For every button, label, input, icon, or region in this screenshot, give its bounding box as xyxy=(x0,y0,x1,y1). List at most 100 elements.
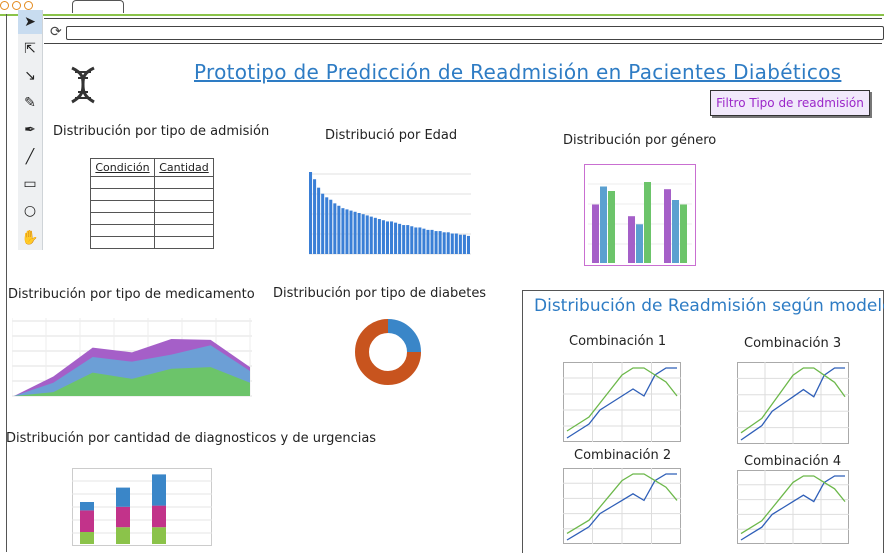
admission-table: Condición Cantidad xyxy=(90,158,215,249)
bar xyxy=(333,203,337,254)
bar xyxy=(357,213,361,254)
bar xyxy=(628,216,635,263)
bar xyxy=(466,235,470,254)
hand-icon[interactable]: ✋ xyxy=(21,230,39,246)
table-row[interactable] xyxy=(90,188,215,201)
pen-select-icon[interactable]: ↘ xyxy=(24,68,36,84)
window-close-icon[interactable] xyxy=(0,1,9,10)
browser-address-bar xyxy=(44,18,882,44)
combination-1-label: Combinación 1 xyxy=(569,334,667,349)
pencil-icon[interactable]: ✎ xyxy=(24,95,36,111)
bar-segment xyxy=(152,505,166,528)
rectangle-icon[interactable]: ▭ xyxy=(23,176,37,192)
bar xyxy=(672,200,679,263)
column-header-condicion[interactable]: Condición xyxy=(90,158,155,177)
bar xyxy=(369,216,373,254)
combination-3-line-chart xyxy=(737,362,849,444)
bar-segment xyxy=(116,527,130,544)
model-panel-title: Distribución de Readmisión según modelo xyxy=(534,296,884,316)
combination-2-line-chart xyxy=(563,468,681,544)
age-bar-chart xyxy=(309,172,471,255)
window-maximize-icon[interactable] xyxy=(24,1,33,10)
selection-arrow-icon[interactable]: ➤ xyxy=(18,10,42,34)
table-row[interactable] xyxy=(90,212,215,225)
combination-4-label: Combinación 4 xyxy=(744,454,842,469)
bar xyxy=(422,228,426,254)
bar xyxy=(381,220,385,254)
chart-frame xyxy=(584,164,696,266)
table-cell[interactable] xyxy=(153,212,215,225)
bar xyxy=(430,229,434,254)
admission-section-title: Distribución por tipo de admisión xyxy=(53,124,270,139)
bar-segment xyxy=(116,487,130,507)
bar xyxy=(345,209,349,254)
bar xyxy=(390,221,394,254)
bar xyxy=(341,208,345,254)
gender-bar-chart xyxy=(584,164,696,266)
table-row[interactable] xyxy=(90,224,215,237)
bar xyxy=(418,227,422,254)
line-series xyxy=(566,473,678,534)
bar xyxy=(434,231,438,254)
table-cell[interactable] xyxy=(90,212,155,225)
filter-readmission-button[interactable]: Filtro Tipo de readmisión xyxy=(710,90,870,116)
circle-icon[interactable]: ○ xyxy=(23,203,37,219)
table-cell[interactable] xyxy=(153,188,215,201)
bar xyxy=(365,215,369,254)
bar-segment xyxy=(116,506,130,528)
diabetes-section-title: Distribución por tipo de diabetes xyxy=(273,286,487,301)
page-title: Prototipo de Predicción de Readmisión en… xyxy=(194,60,842,84)
medication-area-chart xyxy=(12,318,252,397)
table-row[interactable] xyxy=(90,176,215,189)
table-cell[interactable] xyxy=(90,224,155,237)
table-cell[interactable] xyxy=(153,200,215,213)
browser-tab[interactable] xyxy=(72,0,124,13)
bar-segment xyxy=(152,474,166,506)
bar xyxy=(608,191,615,263)
line-series xyxy=(740,475,845,541)
bar xyxy=(592,204,599,263)
line-series xyxy=(740,367,845,441)
hollow-arrow-icon[interactable]: ⇱ xyxy=(24,41,36,57)
ink-pen-icon[interactable]: ✒ xyxy=(24,122,36,138)
medication-section-title: Distribución por tipo de medicamento xyxy=(8,287,255,302)
table-cell[interactable] xyxy=(90,188,155,201)
bar xyxy=(450,233,454,254)
table-cell[interactable] xyxy=(90,176,155,189)
bar-segment xyxy=(152,527,166,544)
donut-slice xyxy=(387,319,421,353)
combination-4-line-chart xyxy=(737,470,849,544)
bar xyxy=(329,199,333,254)
bar xyxy=(313,179,317,254)
table-row[interactable] xyxy=(90,236,215,249)
url-input[interactable] xyxy=(66,26,884,40)
table-cell[interactable] xyxy=(90,200,155,213)
bar xyxy=(680,204,687,263)
table-row[interactable] xyxy=(90,200,215,213)
column-header-cantidad[interactable]: Cantidad xyxy=(153,158,215,177)
reload-icon[interactable]: ⟳ xyxy=(50,24,62,40)
line-series xyxy=(566,367,678,432)
bar xyxy=(438,231,442,254)
age-section-title: Distribució por Edad xyxy=(325,128,458,143)
bar xyxy=(321,193,325,254)
combination-1-line-chart xyxy=(563,362,681,442)
table-cell[interactable] xyxy=(90,236,155,249)
bar xyxy=(446,232,450,254)
bar xyxy=(414,227,418,254)
table-cell[interactable] xyxy=(153,176,215,189)
area-series xyxy=(14,367,250,396)
bar xyxy=(462,234,466,254)
bar xyxy=(398,223,402,254)
table-cell[interactable] xyxy=(153,236,215,249)
bar xyxy=(385,221,389,254)
window-minimize-icon[interactable] xyxy=(12,1,21,10)
bar xyxy=(636,224,643,263)
line-icon[interactable]: ╱ xyxy=(25,149,35,165)
diagnostics-stacked-bar-chart xyxy=(72,468,212,546)
bar xyxy=(353,211,357,254)
bar-segment xyxy=(80,502,94,511)
combination-3-label: Combinación 3 xyxy=(744,336,842,351)
table-cell[interactable] xyxy=(153,224,215,237)
bar xyxy=(406,225,410,254)
